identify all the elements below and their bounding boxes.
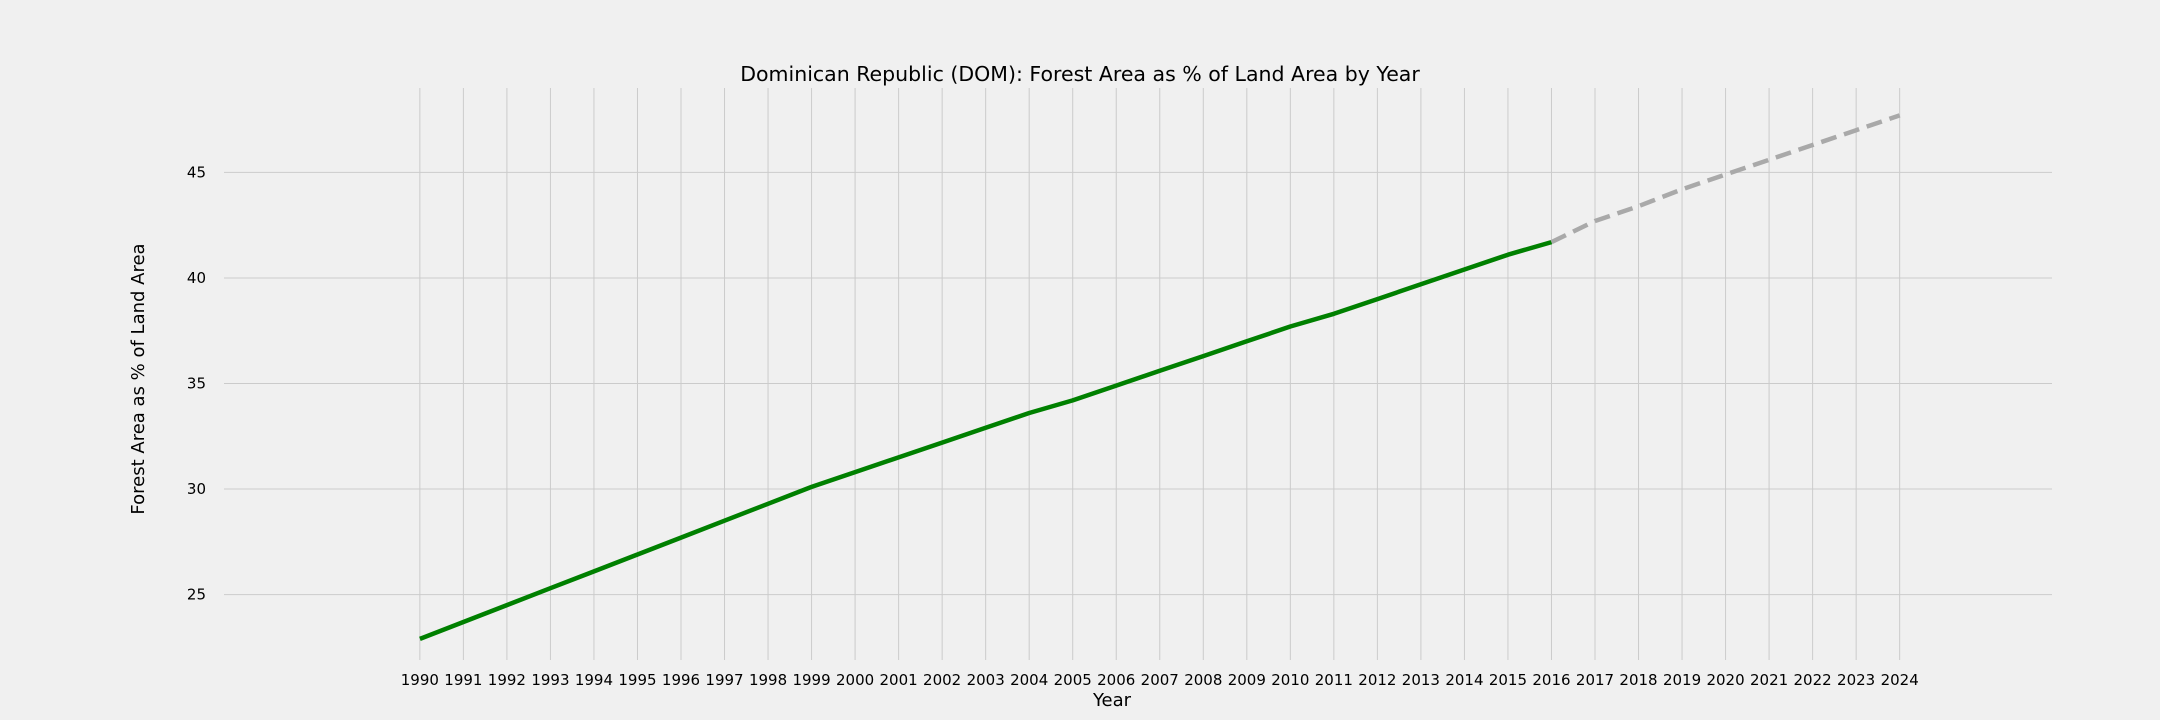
x-tick-label: 1993: [531, 671, 569, 689]
x-tick-label: 1996: [662, 671, 700, 689]
y-tick-label: 30: [187, 480, 206, 498]
projection-line: [1550, 113, 1901, 245]
x-tick-label: 2009: [1228, 671, 1266, 689]
x-tick-label: 2020: [1706, 671, 1744, 689]
y-tick-label: 40: [187, 269, 206, 287]
x-axis-ticks: 1990 1991 1992 1993 1994 1995 1996 1997 1998 1999…: [401, 671, 1919, 689]
x-tick-label: 2014: [1445, 671, 1483, 689]
x-tick-label: 2004: [1010, 671, 1048, 689]
x-tick-label: 2005: [1054, 671, 1092, 689]
x-tick-label: 2021: [1750, 671, 1788, 689]
x-tick-label: 2012: [1358, 671, 1396, 689]
series-group: [419, 113, 1901, 641]
x-tick-label: 1995: [618, 671, 656, 689]
x-tick-label: 2015: [1489, 671, 1527, 689]
x-tick-label: 2006: [1097, 671, 1135, 689]
x-tick-label: 1998: [749, 671, 787, 689]
chart-title: Dominican Republic (DOM): Forest Area as…: [740, 62, 1420, 86]
x-tick-label: 2000: [836, 671, 874, 689]
x-tick-label: 1990: [401, 671, 439, 689]
y-axis-ticks: 25 30 35 40 45: [187, 163, 206, 603]
grid: [224, 88, 2052, 660]
x-tick-label: 2018: [1619, 671, 1657, 689]
x-tick-label: 2010: [1271, 671, 1309, 689]
x-tick-label: 2024: [1881, 671, 1919, 689]
x-axis-label: Year: [1092, 690, 1132, 711]
x-tick-label: 1999: [792, 671, 830, 689]
x-tick-label: 2022: [1794, 671, 1832, 689]
x-tick-label: 2013: [1402, 671, 1440, 689]
x-tick-label: 2008: [1184, 671, 1222, 689]
x-tick-label: 2011: [1315, 671, 1353, 689]
x-tick-label: 2017: [1576, 671, 1614, 689]
y-tick-label: 45: [187, 163, 206, 181]
x-tick-label: 1994: [575, 671, 613, 689]
x-tick-label: 1992: [488, 671, 526, 689]
x-tick-label: 2023: [1837, 671, 1875, 689]
x-tick-label: 1991: [444, 671, 482, 689]
y-tick-label: 25: [187, 586, 206, 604]
y-tick-label: 35: [187, 374, 206, 392]
x-tick-label: 2003: [967, 671, 1005, 689]
x-tick-label: 1997: [705, 671, 743, 689]
forest-area-line: [419, 239, 1553, 641]
x-tick-label: 2002: [923, 671, 961, 689]
x-tick-label: 2007: [1141, 671, 1179, 689]
x-tick-label: 2019: [1663, 671, 1701, 689]
x-tick-label: 2001: [880, 671, 918, 689]
y-axis-label: Forest Area as % of Land Area: [128, 243, 149, 514]
x-tick-label: 2016: [1532, 671, 1570, 689]
